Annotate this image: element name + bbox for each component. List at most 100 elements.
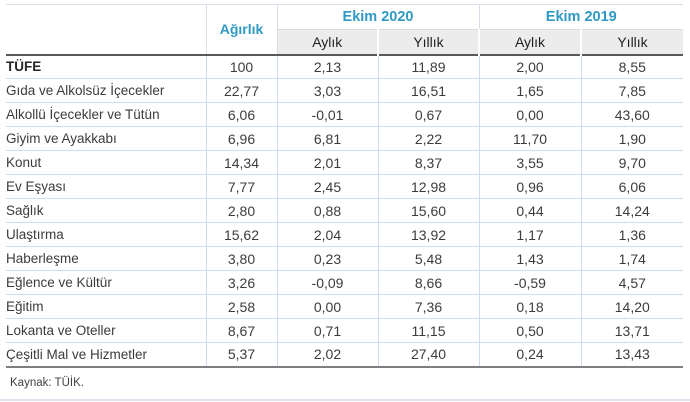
row-label: TÜFE bbox=[6, 53, 206, 79]
table-row: Lokanta ve Oteller 8,67 0,71 11,15 0,50 13,71 bbox=[6, 318, 684, 343]
row-label: Çeşitli Mal ve Hizmetler bbox=[6, 342, 206, 368]
cell-value: 7,77 bbox=[205, 174, 277, 199]
row-label: Eğitim bbox=[6, 294, 206, 319]
cell-value: 12,98 bbox=[377, 174, 480, 199]
table-row: Alkollü İçecekler ve Tütün 6,06 -0,01 0,67 0… bbox=[6, 102, 684, 127]
cell-value: 11,70 bbox=[478, 126, 582, 151]
cell-value: 0,44 bbox=[478, 198, 582, 223]
row-label: Giyim ve Ayakkabı bbox=[6, 126, 206, 151]
cell-value: 13,43 bbox=[580, 342, 684, 368]
cell-value: 5,37 bbox=[205, 342, 277, 368]
cell-value: 8,67 bbox=[205, 318, 277, 343]
column-group-ekim-2019: Ekim 2019 bbox=[478, 4, 684, 30]
row-label: Alkollü İçecekler ve Tütün bbox=[6, 102, 206, 127]
cell-value: 3,26 bbox=[205, 270, 277, 295]
cell-value: 1,90 bbox=[580, 126, 684, 151]
cell-value: 1,17 bbox=[478, 222, 582, 247]
cell-value: 8,37 bbox=[377, 150, 480, 175]
source-note: Kaynak: TÜİK. bbox=[10, 377, 84, 389]
cell-value: 14,24 bbox=[580, 198, 684, 223]
cell-value: 2,02 bbox=[276, 342, 378, 368]
table-row: Gıda ve Alkolsüz İçecekler 22,77 3,03 16,51… bbox=[6, 78, 684, 103]
table-row: Ev Eşyası 7,77 2,45 12,98 0,96 6,06 bbox=[6, 174, 684, 199]
cell-value: 9,70 bbox=[580, 150, 684, 175]
cell-value: 1,43 bbox=[478, 246, 582, 271]
row-label: Haberleşme bbox=[6, 246, 206, 271]
row-label: Ev Eşyası bbox=[6, 174, 206, 199]
cell-value: 2,04 bbox=[276, 222, 378, 247]
table-body: TÜFE 100 2,13 11,89 2,00 8,55 Gıda ve Alkolsüz… bbox=[6, 53, 684, 368]
cell-value: -0,01 bbox=[276, 102, 378, 127]
cell-value: 3,55 bbox=[478, 150, 582, 175]
cell-value: 8,66 bbox=[377, 270, 480, 295]
cell-value: 2,45 bbox=[276, 174, 378, 199]
column-header-2019-annual: Yıllık bbox=[580, 29, 684, 55]
cell-value: 0,18 bbox=[478, 294, 582, 319]
cell-value: 0,50 bbox=[478, 318, 582, 343]
cell-value: 1,36 bbox=[580, 222, 684, 247]
cell-value: 6,81 bbox=[276, 126, 378, 151]
row-label: Gıda ve Alkolsüz İçecekler bbox=[6, 78, 206, 103]
cell-value: 7,36 bbox=[377, 294, 480, 319]
cell-value: 14,20 bbox=[580, 294, 684, 319]
cell-value: 0,00 bbox=[478, 102, 582, 127]
corner-cell bbox=[6, 4, 207, 55]
cell-value: 6,06 bbox=[580, 174, 684, 199]
cell-value: 2,13 bbox=[276, 53, 378, 79]
table-row: Giyim ve Ayakkabı 6,96 6,81 2,22 11,70 1,90 bbox=[6, 126, 684, 151]
row-label: Lokanta ve Oteller bbox=[6, 318, 206, 343]
table-row: Sağlık 2,80 0,88 15,60 0,44 14,24 bbox=[6, 198, 684, 223]
table-header: Ağırlık Ekim 2020 Ekim 2019 Aylık Yıllık… bbox=[6, 4, 684, 55]
cell-value: 13,71 bbox=[580, 318, 684, 343]
table-row: Çeşitli Mal ve Hizmetler 5,37 2,02 27,40 0,2… bbox=[6, 342, 684, 368]
cell-value: 14,34 bbox=[205, 150, 277, 175]
table-row: Eğlence ve Kültür 3,26 -0,09 8,66 -0,59 4,57 bbox=[6, 270, 684, 295]
cell-value: 2,80 bbox=[205, 198, 277, 223]
column-header-2019-monthly: Aylık bbox=[478, 29, 582, 55]
row-label: Ulaştırma bbox=[6, 222, 206, 247]
cell-value: 11,89 bbox=[377, 53, 480, 79]
cell-value: -0,09 bbox=[276, 270, 378, 295]
cell-value: 8,55 bbox=[580, 53, 684, 79]
column-header-weight: Ağırlık bbox=[206, 4, 278, 55]
cell-value: 100 bbox=[205, 53, 277, 79]
table-row: Eğitim 2,58 0,00 7,36 0,18 14,20 bbox=[6, 294, 684, 319]
cell-value: 7,85 bbox=[580, 78, 684, 103]
row-label: Sağlık bbox=[6, 198, 206, 223]
cell-value: 13,92 bbox=[377, 222, 480, 247]
cell-value: 16,51 bbox=[377, 78, 480, 103]
cell-value: 0,96 bbox=[478, 174, 582, 199]
cell-value: 3,03 bbox=[276, 78, 378, 103]
cell-value: 2,22 bbox=[377, 126, 480, 151]
cell-value: 43,60 bbox=[580, 102, 684, 127]
cell-value: 3,80 bbox=[205, 246, 277, 271]
cell-value: 15,60 bbox=[377, 198, 480, 223]
cell-value: 0,00 bbox=[276, 294, 378, 319]
cell-value: 1,65 bbox=[478, 78, 582, 103]
table-row: Haberleşme 3,80 0,23 5,48 1,43 1,74 bbox=[6, 246, 684, 271]
cpi-table: Ağırlık Ekim 2020 Ekim 2019 Aylık Yıllık… bbox=[6, 4, 684, 368]
cell-value: 0,71 bbox=[276, 318, 378, 343]
cell-value: -0,59 bbox=[478, 270, 582, 295]
cell-value: 1,74 bbox=[580, 246, 684, 271]
column-header-2020-monthly: Aylık bbox=[276, 29, 378, 55]
cell-value: 27,40 bbox=[377, 342, 480, 368]
cell-value: 4,57 bbox=[580, 270, 684, 295]
cell-value: 2,01 bbox=[276, 150, 378, 175]
cell-value: 5,48 bbox=[377, 246, 480, 271]
cell-value: 15,62 bbox=[205, 222, 277, 247]
bottom-divider bbox=[0, 399, 690, 401]
row-label: Eğlence ve Kültür bbox=[6, 270, 206, 295]
table-row: Konut 14,34 2,01 8,37 3,55 9,70 bbox=[6, 150, 684, 175]
cell-value: 0,88 bbox=[276, 198, 378, 223]
cell-value: 22,77 bbox=[205, 78, 277, 103]
table-row: Ulaştırma 15,62 2,04 13,92 1,17 1,36 bbox=[6, 222, 684, 247]
row-label: Konut bbox=[6, 150, 206, 175]
table-row: TÜFE 100 2,13 11,89 2,00 8,55 bbox=[6, 53, 684, 79]
cell-value: 6,96 bbox=[205, 126, 277, 151]
cell-value: 11,15 bbox=[377, 318, 480, 343]
cell-value: 0,67 bbox=[377, 102, 480, 127]
cell-value: 6,06 bbox=[205, 102, 277, 127]
column-header-2020-annual: Yıllık bbox=[376, 29, 480, 55]
